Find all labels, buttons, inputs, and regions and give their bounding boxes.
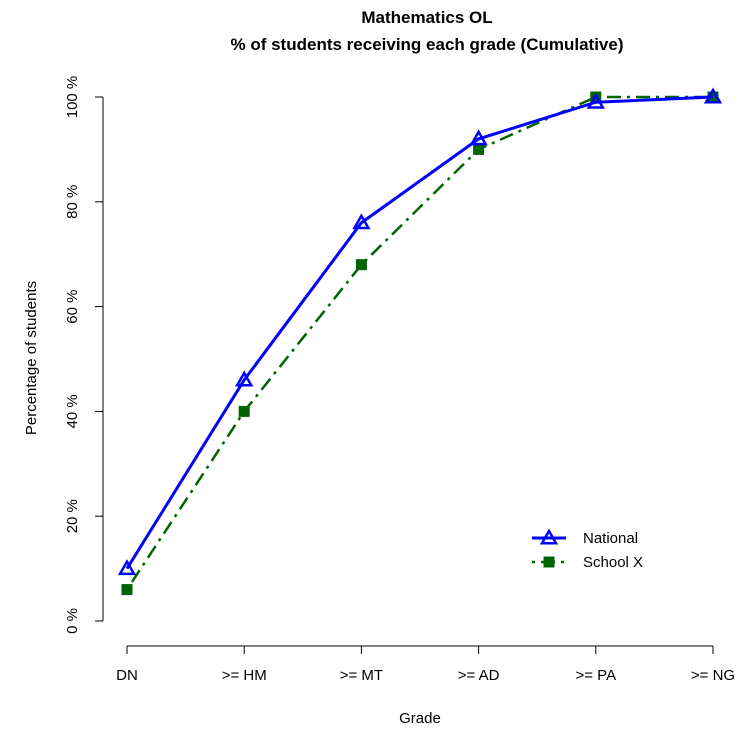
- series-national: [117, 87, 723, 576]
- y-tick-label: 40 %: [64, 394, 81, 428]
- x-tick-label: >= NG: [691, 667, 735, 684]
- plot-area: [117, 87, 723, 596]
- chart-subtitle: % of students receiving each grade (Cumu…: [231, 35, 624, 54]
- data-point: [352, 213, 371, 230]
- data-point: [703, 87, 723, 104]
- y-tick-label: 80 %: [64, 185, 81, 219]
- data-point: [235, 370, 254, 387]
- y-tick-label: 20 %: [64, 499, 81, 533]
- data-point: [586, 92, 605, 109]
- series-school-x: [121, 91, 719, 596]
- y-axis-label: Percentage of students: [23, 281, 40, 435]
- legend-marker: [539, 528, 559, 545]
- legend: National School X: [532, 528, 643, 571]
- data-point: [473, 143, 485, 155]
- y-tick-label: 60 %: [64, 289, 81, 323]
- series-line: [125, 95, 713, 591]
- y-tick-label: 100 %: [64, 76, 81, 119]
- x-axis-label: Grade: [399, 710, 441, 727]
- series-line: [125, 95, 714, 570]
- chart-title: Mathematics OL: [361, 8, 492, 27]
- axes: DN >= HM >= MT >= AD >= PA >= NG 0 % 20 % 40 % 60…: [64, 76, 735, 684]
- data-point: [469, 129, 488, 146]
- legend-label: School X: [583, 554, 643, 571]
- y-tick-label: 0 %: [64, 608, 81, 634]
- x-tick-label: >= PA: [576, 667, 617, 684]
- legend-marker: [543, 556, 555, 568]
- data-point: [355, 259, 367, 271]
- x-tick-label: >= MT: [340, 667, 383, 684]
- data-point: [238, 405, 250, 417]
- legend-label: National: [583, 530, 638, 547]
- x-tick-label: >= HM: [222, 667, 267, 684]
- data-point: [121, 584, 133, 596]
- x-tick-label: >= AD: [458, 667, 500, 684]
- x-tick-label: DN: [116, 667, 138, 684]
- data-point: [117, 559, 137, 576]
